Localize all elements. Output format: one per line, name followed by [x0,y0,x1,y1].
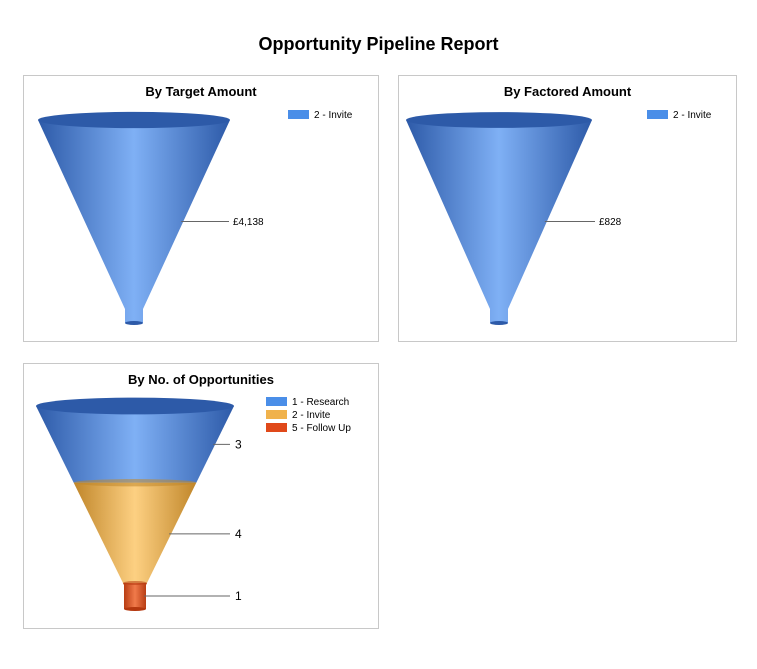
data-label: £4,138 [233,217,264,228]
chart-title: By No. of Opportunities [128,372,274,387]
legend-swatch [647,110,668,119]
legend-swatch [266,410,287,419]
legend-label: 2 - Invite [292,410,331,421]
funnel-segment [406,112,592,325]
legend-label: 5 - Follow Up [292,423,351,434]
chart-title: By Factored Amount [503,84,632,99]
chart-panel-no-of-opportunities: By No. of Opportunities 3 4 1 1 - Research 2… [23,363,379,629]
chart-title: By Target Amount [145,84,257,99]
funnel-segment [38,111,230,325]
funnel-segment [36,397,234,483]
legend-swatch [266,397,287,406]
funnel-segment [123,581,147,611]
legend-swatch [266,423,287,432]
data-label: 3 [235,438,242,452]
data-label: 4 [235,527,242,541]
data-label: £828 [599,217,622,228]
funnel-segment [73,479,197,585]
legend-label: 2 - Invite [314,110,353,121]
legend-label: 2 - Invite [673,110,712,121]
data-label: 1 [235,589,242,603]
chart-panel-factored-amount: By Factored Amount £828 2 - Invite [398,75,737,342]
funnel-chart-factored-amount: £828 2 - Invite [406,110,712,325]
funnel-chart-no-of-opportunities: 3 4 1 1 - Research 2 - Invite 5 - Follow Up [36,397,351,611]
funnel-chart-target-amount: £4,138 2 - Invite [38,110,353,325]
legend-swatch [288,110,309,119]
legend-label: 1 - Research [292,397,349,408]
report-title: Opportunity Pipeline Report [258,34,499,54]
chart-panel-target-amount: By Target Amount £4,138 2 - Invite [23,75,379,342]
